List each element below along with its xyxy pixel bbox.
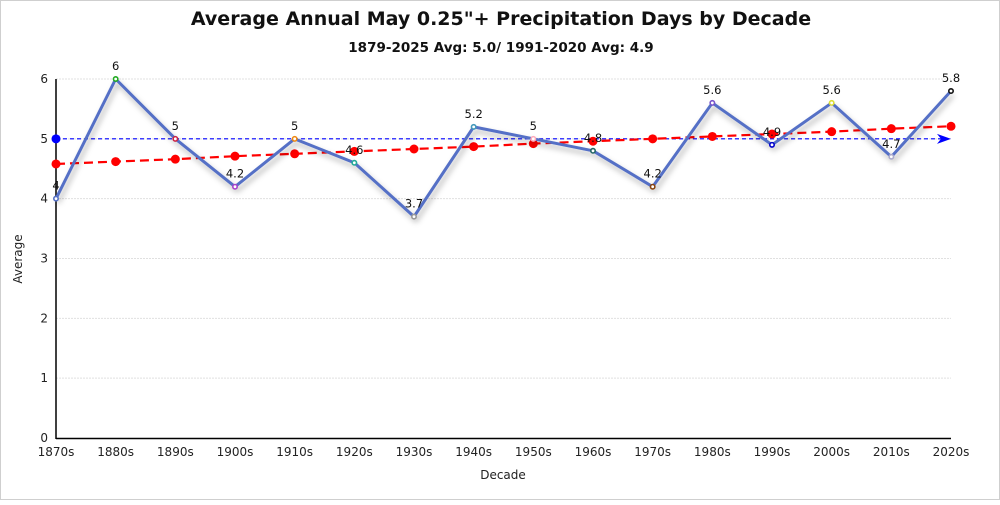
data-label: 5.6 xyxy=(703,83,721,97)
average-series xyxy=(52,76,954,220)
y-tick-label: 2 xyxy=(40,311,48,325)
x-tick-label: 1980s xyxy=(694,445,731,459)
data-point xyxy=(232,183,239,190)
x-tick-label: 1920s xyxy=(336,445,373,459)
data-label: 4.8 xyxy=(584,131,602,145)
trend-point xyxy=(946,121,956,131)
x-axis-ticks: 1870s 1880s 1890s 1900s 1910s 1920s 1930s 1940s… xyxy=(38,445,970,459)
trend-point xyxy=(469,142,479,152)
data-label: 5 xyxy=(530,119,537,133)
data-point xyxy=(112,76,119,83)
data-point xyxy=(291,135,298,142)
trend-point xyxy=(51,159,61,169)
x-tick-label: 1890s xyxy=(157,445,194,459)
trend-point xyxy=(349,146,359,156)
data-label: 5.6 xyxy=(823,83,841,97)
x-tick-label: 1900s xyxy=(217,445,254,459)
data-point xyxy=(947,87,954,94)
data-label: 6 xyxy=(112,59,119,73)
x-tick-label: 1970s xyxy=(634,445,671,459)
trend-point xyxy=(767,129,777,139)
trend-series xyxy=(51,121,956,169)
average-line-series xyxy=(54,77,953,219)
data-point xyxy=(709,99,716,106)
trend-point xyxy=(170,154,180,164)
x-tick-label: 1910s xyxy=(276,445,313,459)
data-point xyxy=(649,183,656,190)
y-tick-label: 3 xyxy=(40,252,48,266)
x-tick-label: 1880s xyxy=(97,445,134,459)
data-label: 4.2 xyxy=(226,167,244,181)
data-label: 4.7 xyxy=(882,137,900,151)
y-tick-label: 4 xyxy=(40,192,48,206)
average-line-arrow xyxy=(937,133,951,144)
data-label: 4.6 xyxy=(345,143,363,157)
data-point xyxy=(172,135,179,142)
chart-subtitle: 1879-2025 Avg: 5.0/ 1991-2020 Avg: 4.9 xyxy=(348,40,653,56)
data-point xyxy=(52,195,59,202)
y-tick-label: 0 xyxy=(40,431,48,445)
data-point xyxy=(351,159,358,166)
data-point xyxy=(470,123,477,130)
trend-line xyxy=(55,125,952,166)
y-tick-label: 6 xyxy=(40,72,48,86)
trend-point xyxy=(290,149,300,159)
x-tick-label: 1940s xyxy=(455,445,492,459)
trend-point xyxy=(111,157,121,167)
data-point xyxy=(888,153,895,160)
x-tick-label: 1930s xyxy=(396,445,433,459)
x-tick-label: 2010s xyxy=(873,445,910,459)
data-label: 3.7 xyxy=(405,197,423,211)
chart-title: Average Annual May 0.25"+ Precipitation … xyxy=(191,8,811,30)
grid-lines xyxy=(56,78,951,379)
y-axis-label: Average xyxy=(11,234,25,283)
data-point xyxy=(589,147,596,154)
trend-point xyxy=(827,127,837,137)
x-axis-label: Decade xyxy=(480,468,526,482)
trend-point xyxy=(409,144,419,154)
x-tick-label: 1870s xyxy=(38,445,75,459)
x-tick-label: 1960s xyxy=(575,445,612,459)
data-label: 4 xyxy=(52,179,59,193)
data-label: 5.8 xyxy=(942,71,960,85)
y-tick-label: 5 xyxy=(40,132,48,146)
data-point xyxy=(530,135,537,142)
data-label: 4.9 xyxy=(763,125,781,139)
x-tick-label: 2000s xyxy=(813,445,850,459)
data-label: 5 xyxy=(291,119,298,133)
data-label: 4.2 xyxy=(644,167,662,181)
average-line-start-marker xyxy=(51,134,61,144)
data-label: 5 xyxy=(172,119,179,133)
trend-point xyxy=(230,151,240,161)
overall-average-line xyxy=(51,133,951,144)
trend-point xyxy=(588,136,598,146)
y-axis-ticks: 0 1 2 3 4 5 6 xyxy=(40,72,48,445)
data-point xyxy=(828,99,835,106)
x-tick-label: 1990s xyxy=(754,445,791,459)
trend-point xyxy=(707,131,717,141)
trend-point xyxy=(528,139,538,149)
trend-point xyxy=(648,134,658,144)
data-point xyxy=(410,213,417,220)
data-labels: 4 6 5 4.2 5 4.6 3.7 5.2 5 4.8 4.2 5.6 4.9 5.6 4.7 5.8 xyxy=(52,59,960,211)
y-tick-label: 1 xyxy=(40,371,48,385)
x-tick-label: 2020s xyxy=(933,445,970,459)
trend-point xyxy=(886,124,896,134)
data-label: 5.2 xyxy=(465,107,483,121)
x-tick-label: 1950s xyxy=(515,445,552,459)
data-point xyxy=(768,141,775,148)
